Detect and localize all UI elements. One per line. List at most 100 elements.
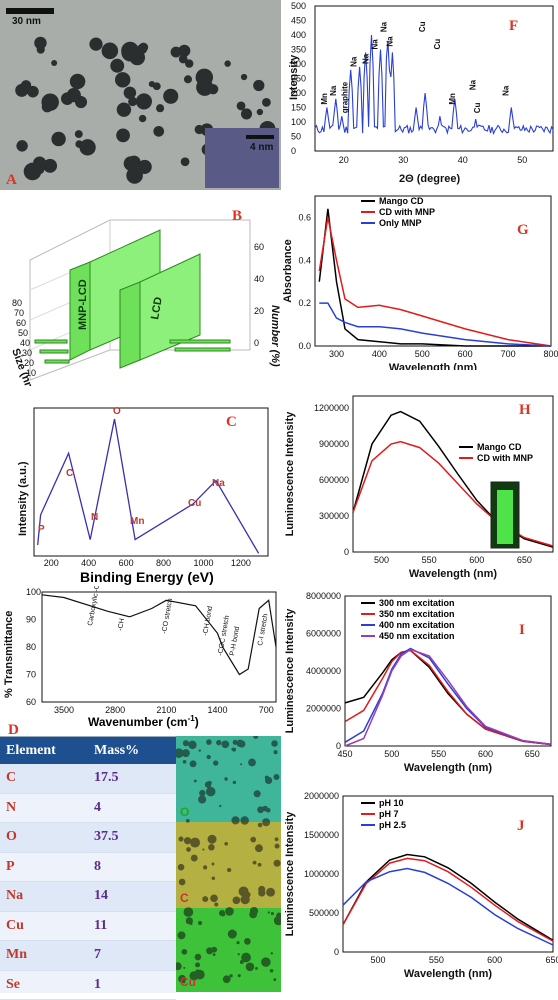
nanoparticle [181,157,190,166]
x-axis-label: Wavelength (nm) [409,568,498,580]
header-mass: Mass% [94,743,174,759]
nanoparticle [102,43,119,60]
x-tick: 650 [545,955,558,965]
legend-entry: 450 nm excitation [379,631,455,641]
y-tick: 50 [291,132,301,142]
nanoparticle [37,45,45,53]
x-tick: 550 [431,749,446,759]
annotation: -CH [117,618,126,631]
legend-entry: Only MNP [379,218,422,228]
x-tick: 200 [44,558,59,568]
x-axis-label: Wavenumber (cm-1) [88,714,199,729]
legend-entry: 350 nm excitation [379,609,455,619]
series-line [345,649,551,746]
panel-letter-d: D [8,722,19,736]
peak-label: Cu [433,39,442,50]
peak-label: Na [501,85,510,96]
header-element: Element [0,743,94,759]
nanoparticle [79,139,95,155]
x-tick: 600 [458,349,473,359]
legend-entry: CD with MNP [379,207,435,217]
y-tick: 0.2 [298,298,311,308]
y-tick: 0 [344,547,349,557]
x-tick: 650 [525,749,540,759]
x-axis-label: Binding Energy (eV) [80,569,214,585]
y-tick: 2000000 [304,791,339,801]
panel-letter: I [519,622,525,638]
nanoparticle [67,88,81,102]
nanoparticle [195,125,204,134]
x-tick: 500 [370,955,385,965]
x-tick: 700 [501,349,516,359]
x-tick: 800 [543,349,558,359]
ftir-spectrum [42,595,276,675]
peak-label: Na [370,39,379,50]
y-tick: 0 [334,947,339,957]
x-tick: 30 [398,155,408,165]
x-tick: 550 [429,955,444,965]
peak-label: Cu [188,498,201,509]
x-tick: 400 [372,349,387,359]
peak-label: Mn [320,93,329,105]
nanoparticle [27,86,39,98]
y-axis-label: Absorbance [282,239,294,303]
elemental-maps: O C Cu E [176,736,281,992]
map-c [176,822,281,908]
y-axis-label: Intensity [288,54,300,100]
x-tick: 600 [487,955,502,965]
x-tick: 450 [337,749,352,759]
nanoparticle [253,80,264,91]
y-tick: 300000 [319,511,349,521]
nanoparticle [262,98,271,107]
y-tick: 60 [26,697,36,707]
nanoparticle [15,84,28,97]
x-tick: 500 [374,555,389,565]
panel-letter: H [519,402,531,418]
y-tick: 80 [26,642,36,652]
z-tick: 60 [254,242,264,252]
y-tick: 0 [291,146,296,156]
nanoparticle [153,126,164,137]
y-tick: 400 [291,30,306,40]
xps-spectrum [38,419,259,553]
bar-lcd [120,282,140,368]
y-tick: 1200000 [314,403,349,413]
y-tick: 0.6 [298,212,311,222]
tem-image: 30 nm 4 nm A [0,0,281,190]
peak-label: Mn [130,516,144,527]
nanoparticle [163,89,178,104]
nanoparticle [224,60,230,66]
nanoparticle [241,74,247,80]
y-tick: 150 [291,103,306,113]
y-tick: 0.0 [298,341,311,351]
panel-b: MNP-LCD LCD 60 40 20 0 Number (%) 80 70 … [0,190,281,386]
x-tick: 50 [18,328,28,338]
nanoparticle [110,59,124,73]
peak-label: graphite [341,81,350,113]
nanoparticle [89,38,102,51]
annotation: -CO stretch [161,598,174,635]
legend-entry: CD with MNP [477,453,533,463]
nanoparticle [16,140,27,151]
nanoparticle [257,109,263,115]
nanoparticle [115,72,130,87]
annotation: -CH bond [202,606,214,637]
legend-entry: 300 nm excitation [379,598,455,608]
y-tick: 500 [291,1,306,11]
x-tick: 50 [517,155,527,165]
x-tick: 700 [259,705,274,715]
x-axis-label: Wavelength (nm) [389,362,478,370]
nanoparticle [139,115,146,122]
z-tick: 20 [254,306,264,316]
map-label: O [180,805,189,819]
